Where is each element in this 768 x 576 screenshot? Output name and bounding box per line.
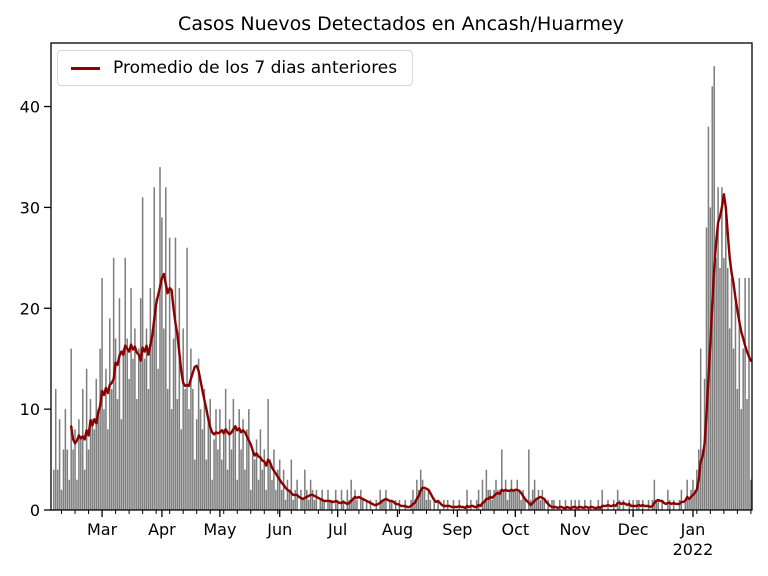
y-tick-label: 20 bbox=[20, 299, 40, 318]
x-tick-label: Jul bbox=[327, 520, 347, 539]
x-tick-label: Aug bbox=[382, 520, 413, 539]
x-axis-year-label: 2022 bbox=[673, 540, 714, 559]
axes-box bbox=[50, 42, 753, 511]
x-tick-label: Dec bbox=[618, 520, 649, 539]
x-tick-label: Nov bbox=[560, 520, 591, 539]
legend: Promedio de los 7 dias anteriores bbox=[57, 50, 414, 86]
y-tick-label: 10 bbox=[20, 400, 40, 419]
x-tick-label: Oct bbox=[501, 520, 529, 539]
bars-series bbox=[53, 66, 752, 511]
legend-label: Promedio de los 7 dias anteriores bbox=[113, 57, 398, 78]
x-tick-label: Sep bbox=[442, 520, 472, 539]
x-tick-label: Jun bbox=[266, 520, 292, 539]
y-tick-label: 40 bbox=[20, 98, 40, 117]
chart-title: Casos Nuevos Detectados en Ancash/Huarme… bbox=[178, 13, 624, 35]
x-tick-label: Apr bbox=[148, 520, 176, 539]
y-tick-label: 30 bbox=[20, 198, 40, 217]
average-line bbox=[70, 193, 753, 510]
y-tick-label: 0 bbox=[30, 501, 40, 520]
x-tick-label: May bbox=[203, 520, 236, 539]
legend-line-sample bbox=[71, 66, 100, 70]
x-tick-label: Mar bbox=[87, 520, 118, 539]
x-tick-label: Jan bbox=[680, 520, 706, 539]
